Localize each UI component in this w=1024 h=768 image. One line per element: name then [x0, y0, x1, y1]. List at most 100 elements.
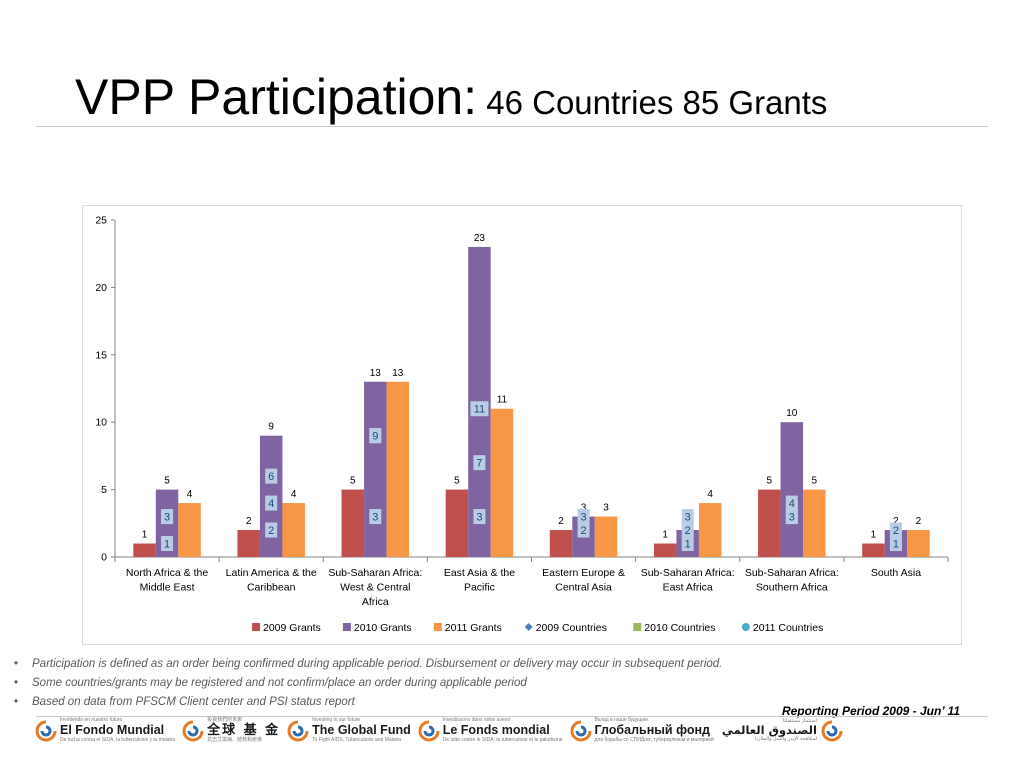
bar-value-label: 10: [786, 408, 798, 419]
legend-swatch: [342, 623, 351, 631]
category-label: Pacific: [464, 582, 495, 594]
category-label: Africa: [362, 596, 389, 608]
country-value-label: 1: [164, 539, 170, 551]
category-label: West & Central: [340, 582, 410, 594]
country-value-label: 9: [372, 431, 378, 443]
category-label: Southern Africa: [756, 582, 828, 594]
logo-le-fonds-mondial: Investissons dans notre avenir Le Fonds m…: [417, 718, 563, 743]
country-label-box: [369, 509, 382, 525]
bar: [341, 489, 365, 557]
country-label-box: [889, 536, 902, 552]
logo-tagline: Investissons dans notre avenir: [442, 717, 511, 724]
country-label-box: [369, 428, 382, 444]
country-label-box: [470, 401, 489, 417]
logo-chinese: 投資我們的未來 全球 基 金抗击艾滋病、结核和疟疾: [181, 718, 280, 743]
global-fund-emblem-icon: [821, 720, 843, 741]
category-label: East Africa: [663, 582, 713, 594]
country-value-label: 3: [685, 512, 691, 524]
country-value-label: 3: [164, 512, 170, 524]
slide-title: VPP Participation: 46 Countries 85 Grant…: [75, 68, 827, 126]
bar-value-label: 5: [350, 476, 356, 487]
country-value-label: 3: [581, 512, 587, 524]
legend-label: 2010 Countries: [644, 622, 715, 634]
bar-value-label: 23: [474, 233, 486, 244]
bar-value-label: 1: [142, 530, 148, 541]
bar: [237, 530, 260, 557]
bar: [549, 530, 573, 557]
bar: [862, 543, 885, 557]
legend-label: 2010 Grants: [354, 622, 412, 634]
bar-value-label: 1: [662, 530, 668, 541]
country-label-box: [577, 509, 590, 525]
country-label-box: [473, 455, 486, 471]
country-value-label: 2: [893, 525, 899, 537]
logo-tagline: Вклад в наше будущее: [594, 717, 649, 724]
country-value-label: 11: [474, 404, 485, 416]
bar-value-label: 9: [268, 422, 274, 433]
bar-value-label: 3: [581, 503, 587, 514]
category-label: Eastern Europe &: [542, 567, 625, 579]
logo-name: The Global Fund: [312, 723, 411, 738]
country-label-box: [889, 522, 902, 538]
category-label: North Africa & the: [126, 567, 208, 579]
bar-value-label: 11: [497, 395, 508, 406]
bar-value-label: 2: [246, 516, 252, 527]
bar-value-label: 5: [767, 476, 773, 487]
bar: [698, 503, 722, 557]
legend-swatch: [633, 623, 642, 631]
slide-title-main: VPP Participation:: [75, 69, 478, 125]
country-label-box: [785, 495, 798, 511]
country-label-box: [265, 495, 278, 511]
partner-logos: Invirtiendo en nuestro futuro El Fondo Mu…: [34, 718, 850, 743]
global-fund-emblem-icon: [418, 720, 440, 741]
category-label: Sub-Saharan Africa:: [745, 567, 839, 579]
legend-label: 2009 Countries: [536, 622, 607, 634]
bar-value-label: 13: [392, 368, 404, 379]
legend-label: 2011 Countries: [753, 622, 823, 634]
bar: [445, 489, 469, 557]
country-value-label: 2: [685, 525, 691, 537]
logo-subtitle: для борьбы со СПИДом, туберкулезом и мал…: [594, 736, 714, 743]
category-label: East Asia & the: [444, 567, 515, 579]
country-value-label: 7: [476, 458, 482, 470]
country-value-label: 2: [581, 525, 587, 537]
category-label: Latin America & the: [226, 567, 317, 579]
legend-swatch: [524, 623, 533, 631]
bar: [386, 381, 410, 557]
country-label-box: [161, 536, 174, 552]
country-label-box: [577, 522, 590, 538]
logo-name: Глобальный фонд: [594, 723, 710, 738]
logo-tagline: استثمار مستقبلنا: [782, 717, 817, 724]
logo-arabic: استثمار مستقبلنا الصندوق العالمي لمكافحة ا…: [720, 717, 844, 743]
country-label-box: [785, 509, 798, 525]
legend-swatch: [741, 623, 750, 631]
bar-value-label: 1: [871, 530, 877, 541]
country-label-box: [681, 536, 694, 552]
category-label: Middle East: [140, 582, 195, 594]
bar: [133, 543, 156, 557]
global-fund-emblem-icon: [287, 720, 309, 741]
global-fund-emblem-icon: [182, 720, 204, 741]
grants-countries-chart: 0510152025154133North Africa & theMiddle…: [82, 205, 962, 645]
legend-label: 2011 Grants: [445, 622, 502, 634]
bar: [803, 489, 826, 557]
logo-tagline: 投資我們的未來: [207, 717, 243, 723]
legend-swatch: [252, 623, 260, 631]
footnotes: Participation is defined as an order bei…: [14, 655, 722, 712]
category-label: Caribbean: [247, 582, 296, 594]
country-value-label: 4: [789, 498, 795, 510]
logo-subtitle: De lutte contre le SIDA, la tuberculose …: [442, 736, 563, 743]
bar: [653, 543, 677, 557]
footnote: Based on data from PFSCM Client center a…: [14, 693, 722, 712]
country-label-box: [681, 522, 694, 538]
bar-value-label: 3: [603, 503, 609, 514]
country-label-box: [265, 468, 278, 484]
bar-value-label: 2: [558, 516, 564, 527]
logo-subtitle: 抗击艾滋病、结核和疟疾: [207, 737, 263, 743]
global-fund-emblem-icon: [570, 720, 592, 741]
category-label: Sub-Saharan Africa:: [641, 567, 735, 579]
bar: [178, 503, 201, 557]
bar-value-label: 5: [164, 476, 170, 487]
bar: [907, 530, 930, 557]
legend-swatch: [433, 623, 442, 631]
